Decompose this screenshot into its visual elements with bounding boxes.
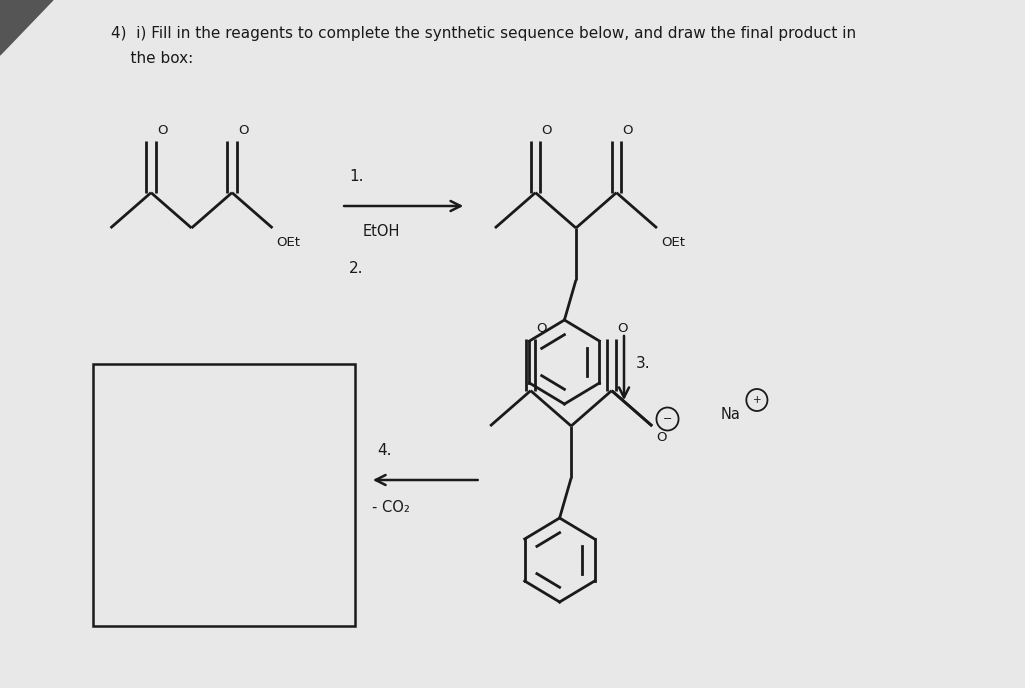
Text: 3.: 3. [636, 356, 650, 371]
Text: 4)  i) Fill in the reagents to complete the synthetic sequence below, and draw t: 4) i) Fill in the reagents to complete t… [111, 26, 856, 41]
Text: 1.: 1. [348, 169, 364, 184]
Text: O: O [617, 322, 628, 334]
Text: O: O [541, 124, 551, 137]
Text: the box:: the box: [111, 51, 193, 66]
Bar [93, 364, 355, 626]
Text: Na: Na [721, 407, 740, 422]
Text: EtOH: EtOH [362, 224, 400, 239]
Text: O: O [238, 124, 248, 137]
Polygon shape [0, 0, 53, 55]
Text: +: + [752, 395, 762, 405]
Text: OEt: OEt [661, 236, 685, 249]
Text: 4.: 4. [377, 443, 393, 458]
Text: O: O [157, 124, 167, 137]
Text: O: O [656, 431, 666, 444]
Text: O: O [536, 322, 547, 334]
Text: 2.: 2. [348, 261, 364, 276]
Text: O: O [622, 124, 632, 137]
Text: −: − [663, 414, 672, 424]
Text: OEt: OEt [277, 236, 300, 249]
Text: - CO₂: - CO₂ [372, 500, 410, 515]
